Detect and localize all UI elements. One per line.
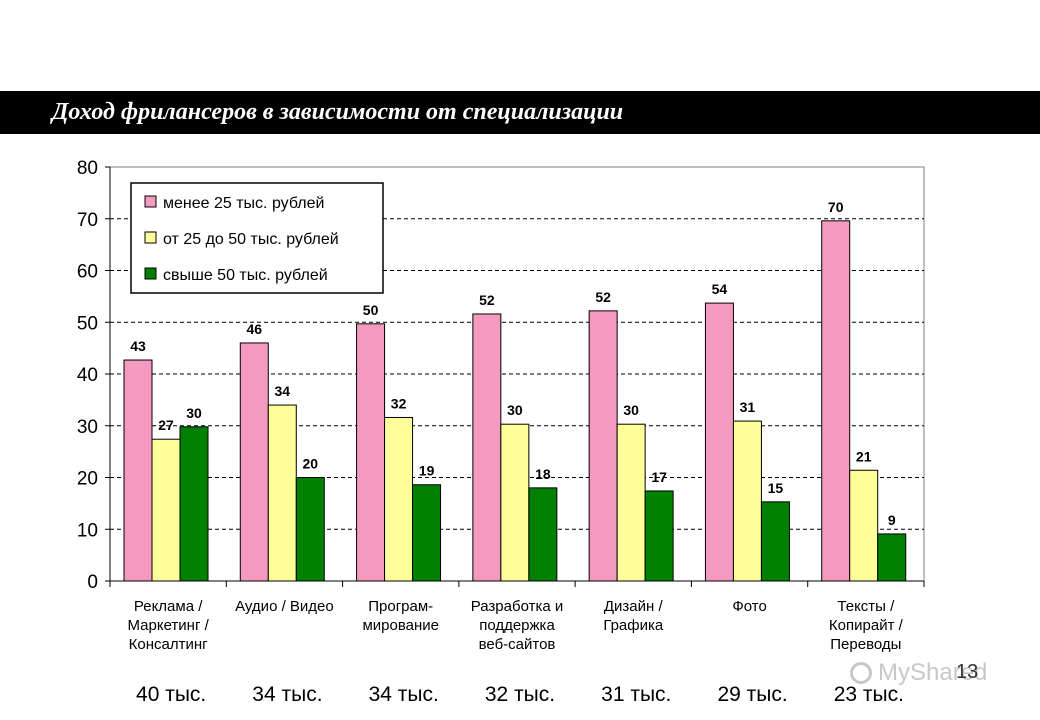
category-label: Переводы <box>830 636 901 653</box>
category-label: Разработка и <box>471 598 564 615</box>
bar <box>123 359 153 582</box>
data-label: 19 <box>419 463 435 479</box>
legend-label: свыше 50 тыс. рублей <box>163 267 328 284</box>
category-label: Графика <box>603 617 664 634</box>
data-label: 27 <box>158 417 174 433</box>
category-label: мирование <box>362 617 439 634</box>
legend-swatch <box>144 195 157 208</box>
data-label: 30 <box>623 402 639 418</box>
data-label: 70 <box>828 199 844 215</box>
average-income-label: 34 тыс. <box>369 683 439 706</box>
data-label: 43 <box>130 338 146 354</box>
y-tick-label: 80 <box>77 158 98 179</box>
bar <box>239 342 269 582</box>
category-label: Тексты / <box>837 598 895 615</box>
y-tick-label: 20 <box>77 469 98 490</box>
data-label: 46 <box>246 321 262 337</box>
data-label: 30 <box>507 402 523 418</box>
category-label: веб-сайтов <box>479 636 556 653</box>
data-label: 18 <box>535 466 551 482</box>
data-label: 21 <box>856 448 872 464</box>
bar <box>644 490 674 582</box>
bar <box>877 533 907 582</box>
title-bar: Доход фрилансеров в зависимости от специ… <box>0 91 1040 134</box>
data-label: 9 <box>888 512 896 528</box>
watermark-logo-icon <box>850 662 872 684</box>
page-number: 13 <box>956 661 979 683</box>
average-income-label: 31 тыс. <box>601 683 671 706</box>
bar <box>151 438 181 582</box>
y-tick-label: 0 <box>87 572 98 593</box>
average-income-label: 32 тыс. <box>485 683 555 706</box>
y-tick-label: 60 <box>77 262 98 283</box>
data-label: 32 <box>391 395 407 411</box>
y-tick-label: 50 <box>77 313 98 334</box>
bar <box>821 220 851 582</box>
category-label: поддержка <box>479 617 555 634</box>
bar <box>500 423 530 582</box>
bar <box>356 323 386 582</box>
y-tick-label: 40 <box>77 365 98 386</box>
bar <box>384 416 414 582</box>
bar <box>295 477 325 582</box>
bar <box>472 313 502 582</box>
data-label: 52 <box>595 289 611 305</box>
y-tick-label: 70 <box>77 210 98 231</box>
watermark-text: MyShared <box>878 659 988 686</box>
bar <box>849 469 879 582</box>
average-income-label: 40 тыс. <box>136 683 206 706</box>
bar <box>412 484 442 582</box>
category-label: Маркетинг / <box>128 617 210 634</box>
data-label: 15 <box>768 480 784 496</box>
average-income-label: 23 тыс. <box>834 683 904 706</box>
category-label: Аудио / Видео <box>235 598 334 615</box>
bar <box>732 420 762 582</box>
legend-label: менее 25 тыс. рублей <box>163 195 324 212</box>
category-label: Консалтинг <box>129 636 208 653</box>
average-income-label: 34 тыс. <box>252 683 322 706</box>
y-tick-label: 10 <box>77 520 98 541</box>
data-label: 50 <box>363 302 379 318</box>
bar <box>179 426 209 582</box>
bar <box>267 404 297 582</box>
bar <box>760 501 790 582</box>
data-label: 30 <box>186 405 202 421</box>
y-tick-label: 30 <box>77 417 98 438</box>
category-label: Програм- <box>368 598 433 615</box>
data-label: 17 <box>651 469 667 485</box>
legend-label: от 25 до 50 тыс. рублей <box>163 231 339 248</box>
data-label: 31 <box>740 399 756 415</box>
data-label: 34 <box>274 383 290 399</box>
slide-title: Доход фрилансеров в зависимости от специ… <box>52 99 624 125</box>
watermark: MyShared <box>850 658 987 688</box>
data-label: 20 <box>302 456 318 472</box>
bar <box>616 423 646 582</box>
data-label: 52 <box>479 292 495 308</box>
data-label: 54 <box>712 281 728 297</box>
legend-swatch <box>144 231 157 244</box>
category-label: Фото <box>732 598 766 615</box>
bar <box>704 302 734 582</box>
legend-swatch <box>144 267 157 280</box>
category-label: Копирайт / <box>829 617 904 634</box>
bar <box>588 310 618 582</box>
category-label: Реклама / <box>134 598 203 615</box>
bar <box>528 487 558 582</box>
average-income-label: 29 тыс. <box>717 683 787 706</box>
legend-box <box>130 182 384 294</box>
category-label: Дизайн / <box>604 598 664 615</box>
